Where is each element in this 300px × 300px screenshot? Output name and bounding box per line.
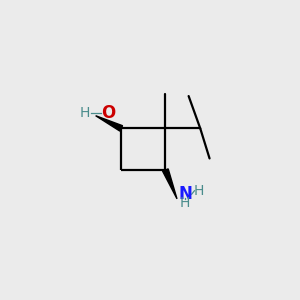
Text: H: H: [180, 196, 190, 210]
Text: O: O: [101, 104, 116, 122]
Text: H: H: [194, 184, 204, 198]
Polygon shape: [163, 169, 177, 199]
Text: N: N: [178, 185, 192, 203]
Polygon shape: [96, 116, 123, 131]
Text: H: H: [80, 106, 90, 120]
